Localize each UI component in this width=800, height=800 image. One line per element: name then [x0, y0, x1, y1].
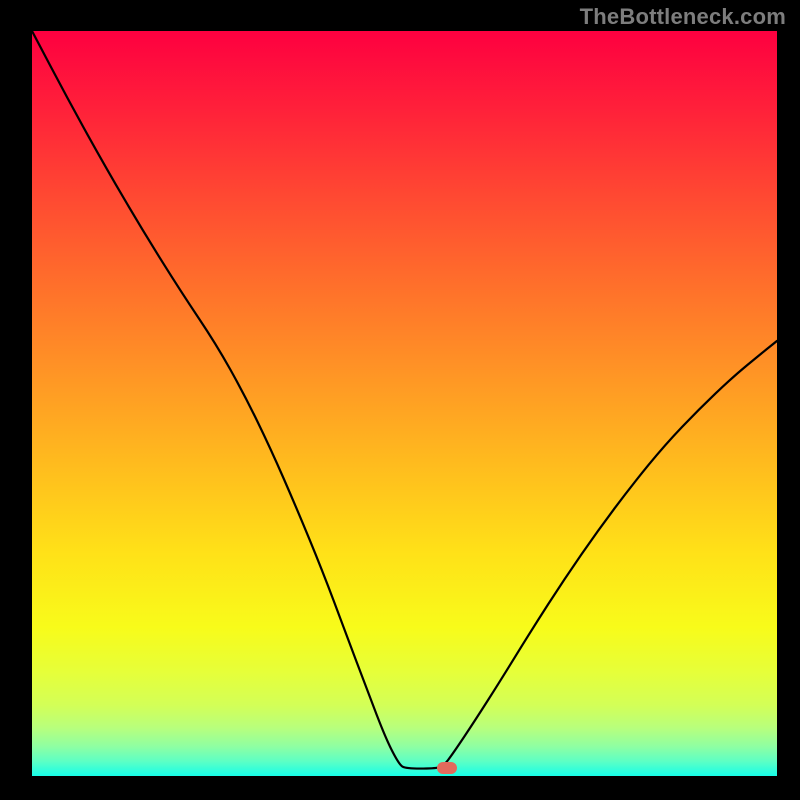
chart-root: { "watermark": { "text": "TheBottleneck.…	[0, 0, 800, 800]
plot-area	[32, 31, 777, 776]
bottleneck-curve	[32, 31, 777, 776]
optimum-marker	[437, 762, 457, 774]
watermark-label: TheBottleneck.com	[580, 4, 786, 30]
